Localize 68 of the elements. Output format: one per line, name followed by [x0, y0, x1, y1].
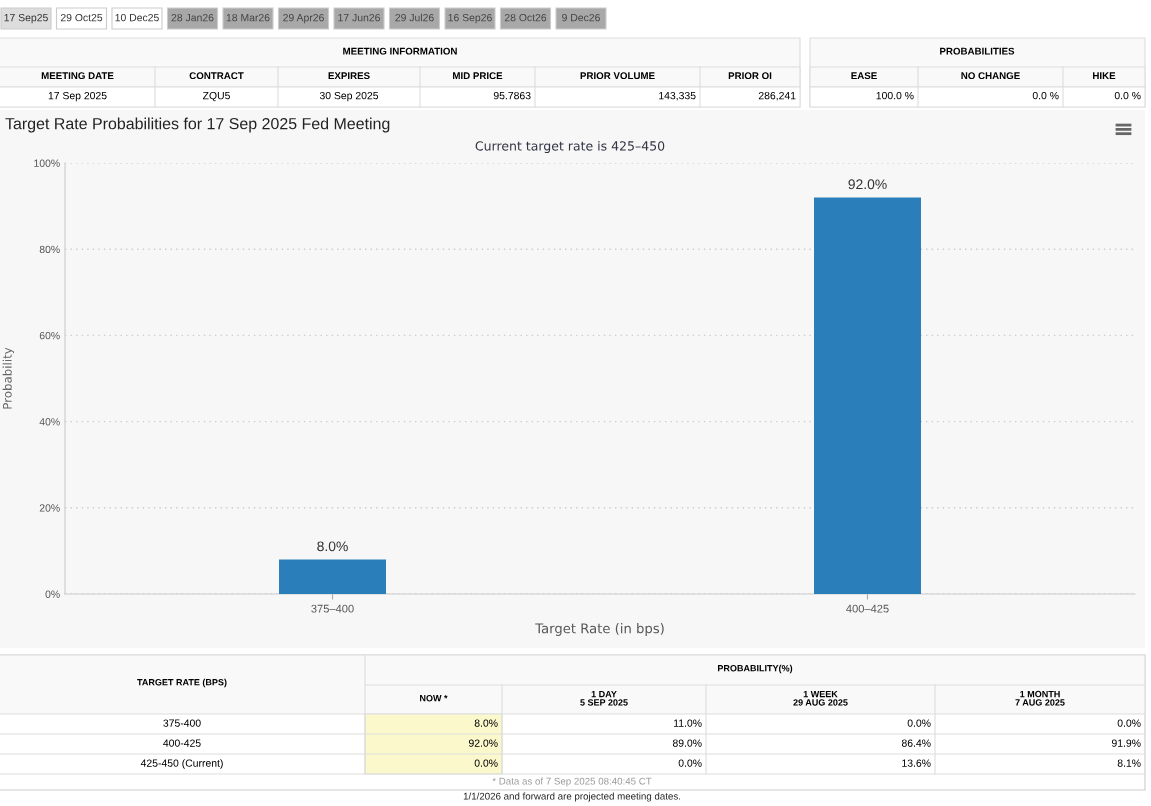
chart-subtitle: Current target rate is 425–450	[475, 140, 665, 154]
text: 0.0%	[1117, 719, 1141, 727]
text: PROBABILITY(%)	[717, 664, 793, 674]
text: 28 Oct26	[504, 13, 547, 22]
text: 89.0%	[672, 739, 702, 747]
text: 425-450 (Current)	[140, 759, 223, 769]
text: 143,335	[659, 91, 696, 101]
text: 1 DAY 5 SEP 2025	[580, 690, 628, 706]
text: 8.1%	[1117, 759, 1141, 767]
text: EXPIRES	[328, 72, 370, 80]
text: MEETING DATE	[41, 72, 114, 80]
text: NOW *	[420, 695, 448, 702]
text: 29 Oct25	[60, 13, 103, 22]
text: 29 Apr26	[283, 13, 324, 24]
text: 13.6%	[902, 759, 931, 767]
text: 28 Jan26	[171, 13, 214, 22]
text: 29 Jul26	[395, 13, 434, 22]
text: PRIOR OI	[728, 72, 772, 80]
text: CONTRACT	[189, 72, 244, 80]
text: * Data as of 7 Sep 2025 08:40:45 CT	[492, 777, 652, 787]
text: HIKE	[1093, 72, 1116, 80]
y-axis-title: Probability	[2, 347, 15, 409]
text: 0.0 %	[1114, 91, 1141, 100]
text: 18 Mar26	[226, 13, 270, 22]
text: 86.4%	[901, 739, 931, 747]
text: 400-425	[163, 739, 201, 747]
text: ZQU5	[202, 91, 230, 102]
text: 30 Sep 2025	[319, 91, 379, 102]
text: PRIOR VOLUME	[580, 72, 655, 80]
text: 10 Dec25	[115, 13, 159, 22]
text: MID PRICE	[453, 72, 503, 80]
text: NO CHANGE	[961, 72, 1020, 80]
text: EASE	[851, 72, 877, 80]
text: 375-400	[163, 719, 201, 727]
text: 0.0 %	[1032, 91, 1059, 100]
text: 0.0%	[907, 719, 931, 727]
text: 1 WEEK 29 AUG 2025	[793, 690, 848, 706]
text: 17 Sep25	[4, 13, 48, 24]
text: 95.7863	[493, 91, 531, 100]
text: 0.0%	[678, 759, 702, 767]
text: 16 Sep26	[448, 13, 492, 24]
y-tick-label: 60%	[39, 331, 60, 340]
text: 100.0 %	[876, 91, 914, 100]
x-tick-label: 400–425	[846, 604, 889, 613]
text: 1/1/2026 and forward are projected meeting dates.	[463, 792, 681, 802]
text: 1 MONTH 7 AUG 2025	[1015, 690, 1065, 706]
y-tick-label: 0%	[45, 590, 60, 598]
text: 17 Jun26	[338, 13, 380, 22]
data-label: 8.0%	[317, 541, 348, 552]
y-tick-label: 80%	[39, 245, 60, 254]
y-tick-label: 40%	[39, 418, 60, 426]
y-tick-label: 100%	[34, 159, 60, 167]
text: 9 Dec26	[562, 13, 600, 22]
text: 11.0%	[674, 719, 702, 727]
x-axis-title: Target Rate (in bps)	[535, 623, 664, 636]
chart-title: Target Rate Probabilities for 17 Sep 2025 Fed Meeting	[5, 117, 390, 133]
text: PROBABILITIES	[940, 47, 1015, 55]
text: TARGET RATE (BPS)	[137, 678, 227, 688]
text: MEETING INFORMATION	[343, 47, 457, 55]
text: 91.9%	[1111, 739, 1141, 747]
text: 8.0%	[474, 719, 498, 727]
x-tick-label: 375–400	[311, 604, 354, 613]
data-label: 92.0%	[848, 179, 887, 190]
y-tick-label: 20%	[39, 504, 60, 512]
text: 92.0%	[468, 739, 498, 747]
text: 17 Sep 2025	[48, 91, 107, 102]
text: 286,241	[758, 91, 796, 101]
text: 0.0%	[474, 759, 498, 767]
